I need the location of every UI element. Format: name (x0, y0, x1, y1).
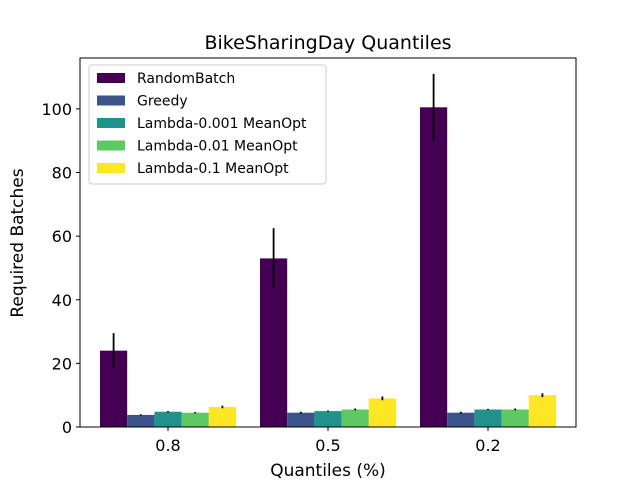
x-axis-label: Quantiles (%) (270, 461, 386, 480)
y-tick-label: 20 (52, 354, 72, 373)
bar-randombatch-2 (420, 107, 448, 428)
bar-greedy-0 (127, 414, 155, 427)
legend: RandomBatch Greedy Lambda-0.001 MeanOpt Lam… (88, 64, 327, 185)
bar-greedy-2 (447, 412, 475, 427)
legend-label: Lambda-0.01 MeanOpt (137, 139, 298, 155)
y-axis-label: Required Batches (8, 168, 28, 317)
y-tick-label: 60 (52, 227, 72, 246)
chart-title: BikeSharingDay Quantiles (204, 32, 451, 54)
bar-lambda-0-1-meanopt-1 (368, 398, 396, 427)
x-tick-label: 0.5 (315, 436, 340, 455)
legend-label: RandomBatch (137, 71, 235, 87)
bar-lambda-0-001-meanopt-1 (314, 411, 342, 427)
x-tick-label: 0.8 (155, 436, 180, 455)
legend-label: Lambda-0.1 MeanOpt (137, 161, 289, 177)
bar-lambda-0-001-meanopt-2 (474, 409, 502, 427)
legend-label: Lambda-0.001 MeanOpt (137, 116, 307, 132)
plot-frame (79, 57, 577, 428)
x-tick-label: 0.2 (475, 436, 500, 455)
y-axis-ticks: 0 20 40 60 80 100 (41, 100, 80, 437)
bar-lambda-0-01-meanopt-2 (501, 409, 529, 427)
bar-lambda-0-01-meanopt-1 (341, 409, 369, 427)
legend-box (88, 64, 327, 185)
bar-lambda-0-1-meanopt-2 (528, 395, 556, 427)
legend-swatch (97, 95, 125, 106)
bar-lambda-0-01-meanopt-0 (181, 412, 209, 427)
bar-greedy-1 (287, 412, 315, 427)
legend-swatch (97, 163, 125, 173)
plot-area (100, 73, 556, 428)
legend-label: Greedy (137, 94, 188, 110)
y-tick-label: 40 (52, 291, 72, 310)
x-axis-ticks: 0.8 0.5 0.2 (155, 427, 501, 455)
bar-lambda-0-001-meanopt-0 (154, 411, 182, 427)
legend-swatch (97, 118, 125, 128)
y-tick-label: 80 (52, 164, 72, 183)
bar-lambda-0-1-meanopt-0 (208, 406, 236, 427)
legend-swatch (97, 140, 125, 151)
legend-swatch (97, 73, 125, 83)
y-tick-label: 100 (41, 100, 72, 119)
y-tick-label: 0 (62, 418, 72, 437)
